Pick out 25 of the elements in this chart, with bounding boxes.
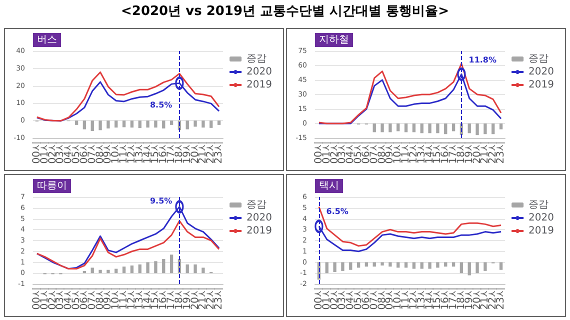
legend-label: 2020 <box>246 66 272 78</box>
legend-label: 증감 <box>528 54 549 64</box>
legend-label: 2019 <box>528 226 554 236</box>
legend-label: 증감 <box>246 200 267 210</box>
legend-label: 2020 <box>246 212 272 224</box>
annotation: 6.5% <box>326 206 348 216</box>
annotation: 11.8% <box>468 56 497 65</box>
legend-label: 증감 <box>528 200 549 210</box>
text: <2020년 vs 2019년 교통수단별 시간대별 통행비율> <box>120 3 450 20</box>
chart-subtitle: 택시 <box>319 180 339 192</box>
x-tick-label: 23시 <box>214 287 225 310</box>
legend-label: 2019 <box>528 80 554 90</box>
x-tick-label: 23시 <box>214 141 225 164</box>
annotation: 8.5% <box>150 100 172 110</box>
x-tick-label: 23시 <box>496 141 507 164</box>
legend-label: 2020 <box>528 66 554 78</box>
legend-label: 2019 <box>246 226 272 236</box>
annotation: 9.5% <box>150 196 172 206</box>
chart-subtitle: 지하철 <box>319 34 349 46</box>
legend-label: 증감 <box>246 54 267 64</box>
chart-subtitle: 따릉이 <box>37 180 67 192</box>
legend-label: 2019 <box>246 80 272 90</box>
chart-subtitle: 버스 <box>37 34 57 46</box>
x-tick-label: 23시 <box>496 287 507 310</box>
legend-label: 2020 <box>528 212 554 224</box>
